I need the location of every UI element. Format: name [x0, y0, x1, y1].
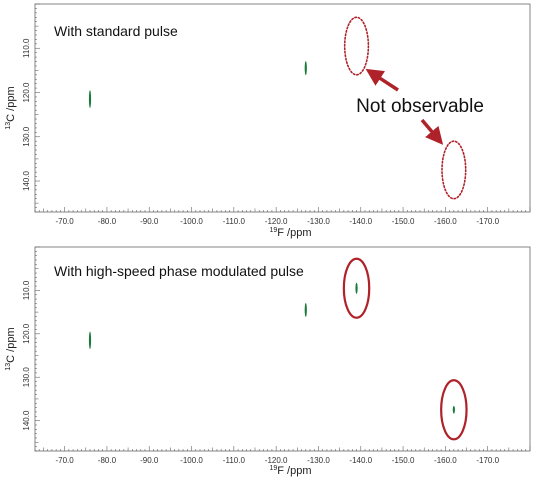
x-tick-label: -160.0	[434, 456, 457, 465]
x-axis-title: 19F /ppm	[269, 227, 311, 239]
cross-peak	[355, 282, 358, 294]
y-tick-label: 140.0	[22, 410, 31, 431]
x-tick-label: -100.0	[180, 217, 203, 226]
y-tick-label: 140.0	[22, 170, 31, 191]
missing-peak-marker	[441, 140, 467, 200]
annotation-arrow	[420, 118, 444, 145]
nmr-panel-2: -70.0 -80.0 -90.0 -100.0 -110.0 -120.0 -130.0 -…	[5, 246, 531, 477]
x-tick-label: -140.0	[349, 456, 372, 465]
annotation-not-observable: Not observable	[356, 96, 484, 117]
x-tick-label: -120.0	[265, 456, 288, 465]
x-tick-label: -80.0	[98, 456, 117, 465]
y-minor-ticks	[35, 246, 40, 452]
annotation-arrow	[365, 68, 399, 92]
x-tick-label: -130.0	[307, 456, 330, 465]
plot-frame	[34, 3, 531, 213]
x-tick-label: -90.0	[140, 217, 159, 226]
observed-peak-marker	[342, 257, 371, 319]
cross-peak	[88, 331, 92, 349]
y-axis-title: 13C /ppm	[5, 86, 17, 129]
x-tick-label: -150.0	[392, 456, 415, 465]
x-tick-label: -160.0	[434, 217, 457, 226]
cross-peak	[304, 61, 307, 76]
y-tick-label: 130.0	[22, 367, 31, 388]
missing-peak-marker	[343, 16, 370, 76]
y-tick-label: 120.0	[22, 82, 31, 103]
y-minor-ticks	[35, 3, 40, 213]
y-tick-label: 120.0	[22, 323, 31, 344]
x-tick-label: -170.0	[476, 456, 499, 465]
x-tick-label: -70.0	[55, 217, 74, 226]
x-tick-label: -120.0	[265, 217, 288, 226]
x-tick-label: -170.0	[476, 217, 499, 226]
x-tick-label: -110.0	[223, 217, 246, 226]
y-tick-label: 110.0	[22, 280, 31, 300]
y-tick-label: 110.0	[22, 38, 31, 58]
x-tick-label: -80.0	[98, 217, 117, 226]
x-tick-label: -150.0	[392, 217, 415, 226]
x-tick-label: -100.0	[180, 456, 203, 465]
x-tick-label: -90.0	[140, 456, 159, 465]
x-axis-title: 19F /ppm	[269, 465, 311, 477]
x-minor-ticks	[34, 207, 531, 212]
panel-title: With high-speed phase modulated pulse	[54, 263, 304, 279]
y-axis-title: 13C /ppm	[5, 327, 17, 370]
x-tick-label: -110.0	[223, 456, 246, 465]
cross-peak	[452, 405, 455, 414]
x-tick-label: -140.0	[349, 217, 372, 226]
nmr-panel-1: -70.0 -80.0 -90.0 -100.0 -110.0 -120.0 -130.0 -…	[5, 3, 531, 239]
panel-title: With standard pulse	[54, 23, 178, 39]
y-tick-label: 130.0	[22, 126, 31, 147]
cross-peak	[304, 302, 307, 317]
cross-peak	[88, 90, 92, 108]
x-tick-label: -130.0	[307, 217, 330, 226]
x-minor-ticks	[34, 446, 531, 451]
observed-peak-marker	[440, 379, 468, 441]
x-tick-label: -70.0	[55, 456, 74, 465]
plot-frame	[34, 246, 531, 452]
